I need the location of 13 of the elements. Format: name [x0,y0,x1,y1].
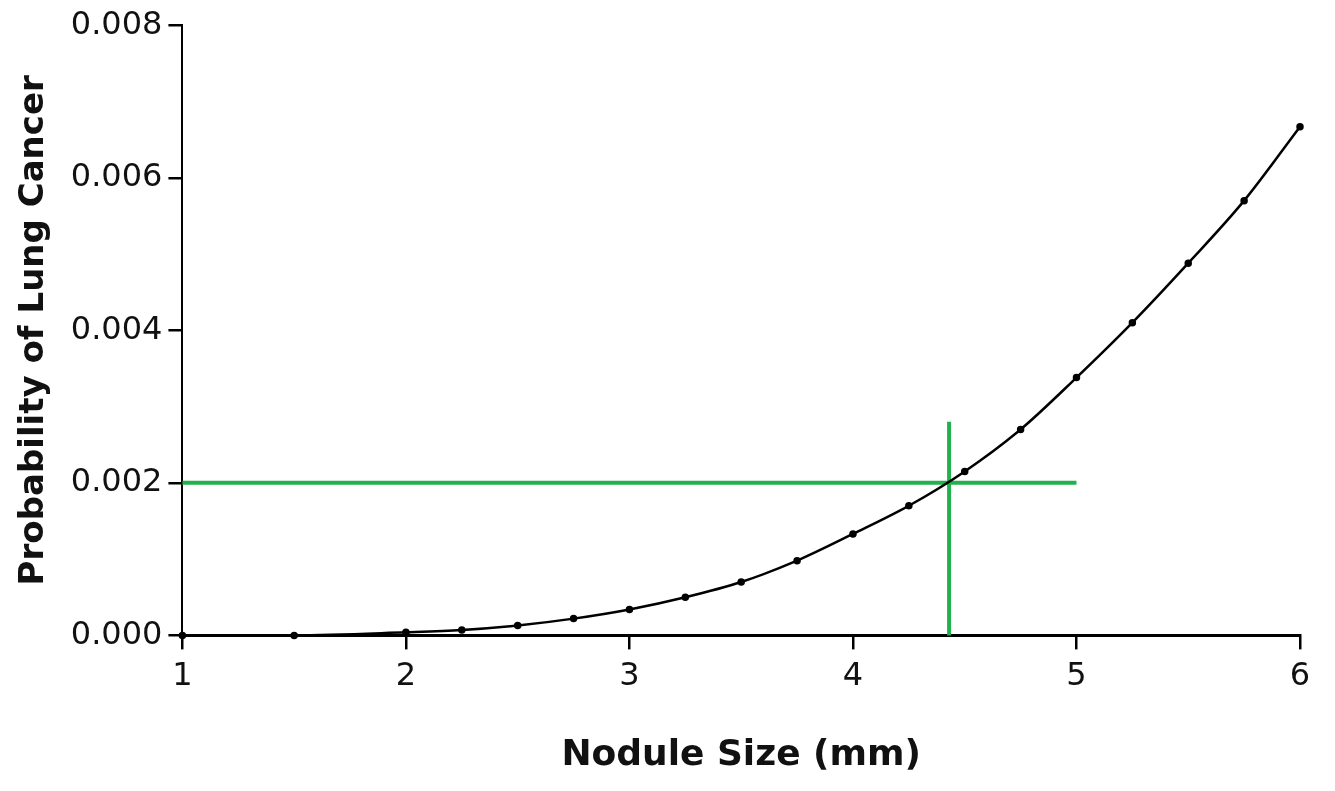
x-tick-label: 5 [1066,654,1087,693]
y-tick-label: 0.002 [70,461,163,500]
y-tick-label: 0.000 [70,613,163,652]
x-tick-label: 6 [1289,654,1311,693]
y-tick-label: 0.006 [70,156,163,195]
y-tick-label: 0.004 [70,308,163,347]
x-tick-label: 4 [842,654,864,693]
y-axis-title: Probability of Lung Cancer [11,74,52,586]
x-tick-label: 3 [619,654,640,693]
x-tick-label: 2 [395,654,417,693]
x-tick-label: 1 [172,654,193,693]
y-tick-label: 0.008 [70,3,163,42]
x-axis-title: Nodule Size (mm) [561,731,922,773]
